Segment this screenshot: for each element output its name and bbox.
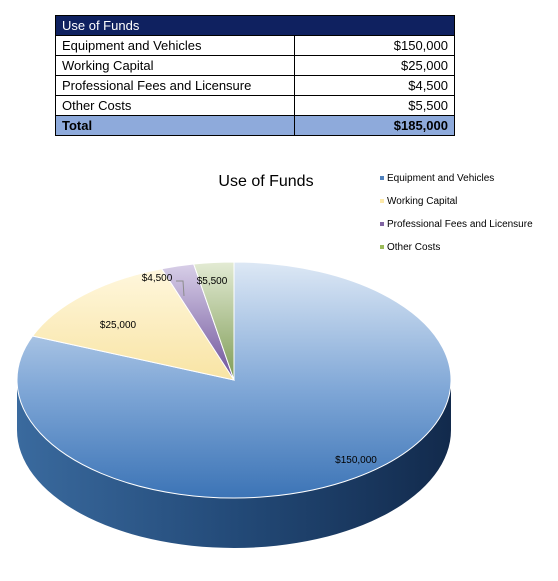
legend-label: Professional Fees and Licensure	[387, 219, 533, 230]
data-labels: $150,000 $25,000 $4,500 $5,500	[100, 273, 377, 466]
row-label: Equipment and Vehicles	[55, 35, 295, 56]
legend-swatch	[380, 222, 384, 226]
legend-swatch	[380, 199, 384, 203]
table-header: Use of Funds	[55, 15, 455, 36]
row-amount: $25,000	[294, 55, 455, 76]
table-row: Other Costs $5,500	[55, 95, 455, 116]
row-label: Professional Fees and Licensure	[55, 75, 295, 96]
pie-slice	[193, 261, 235, 381]
table-row: Equipment and Vehicles $150,000	[55, 35, 455, 56]
row-amount: $5,500	[294, 95, 455, 116]
data-label: $5,500	[197, 276, 228, 287]
row-amount: $150,000	[294, 35, 455, 56]
legend: Equipment and Vehicles Working Capital Pro…	[380, 173, 533, 253]
row-label: Other Costs	[55, 95, 295, 116]
legend-label: Other Costs	[387, 242, 440, 253]
pie-slice	[31, 268, 236, 381]
table-header-row: Use of Funds	[55, 15, 455, 36]
total-label: Total	[55, 115, 295, 136]
table-row: Working Capital $25,000	[55, 55, 455, 76]
legend-label: Working Capital	[387, 196, 457, 207]
pie-slices	[16, 261, 452, 548]
data-label: $25,000	[100, 320, 137, 331]
row-amount: $4,500	[294, 75, 455, 96]
total-amount: $185,000	[294, 115, 455, 136]
data-label: $4,500	[142, 273, 173, 284]
chart-title: Use of Funds	[218, 173, 313, 190]
legend-swatch	[380, 176, 384, 180]
table-total-row: Total $185,000	[55, 115, 455, 136]
pie-chart: Use of Funds $150,000 $25,000 $4,500 $5,500…	[16, 173, 533, 548]
data-label: $150,000	[335, 455, 377, 466]
row-label: Working Capital	[55, 55, 295, 76]
table-row: Professional Fees and Licensure $4,500	[55, 75, 455, 96]
legend-swatch	[380, 245, 384, 249]
leader-line	[176, 280, 185, 297]
use-of-funds-table: Use of Funds Equipment and Vehicles $150…	[55, 15, 455, 136]
legend-label: Equipment and Vehicles	[387, 173, 494, 184]
pie-slice-side	[17, 380, 451, 548]
